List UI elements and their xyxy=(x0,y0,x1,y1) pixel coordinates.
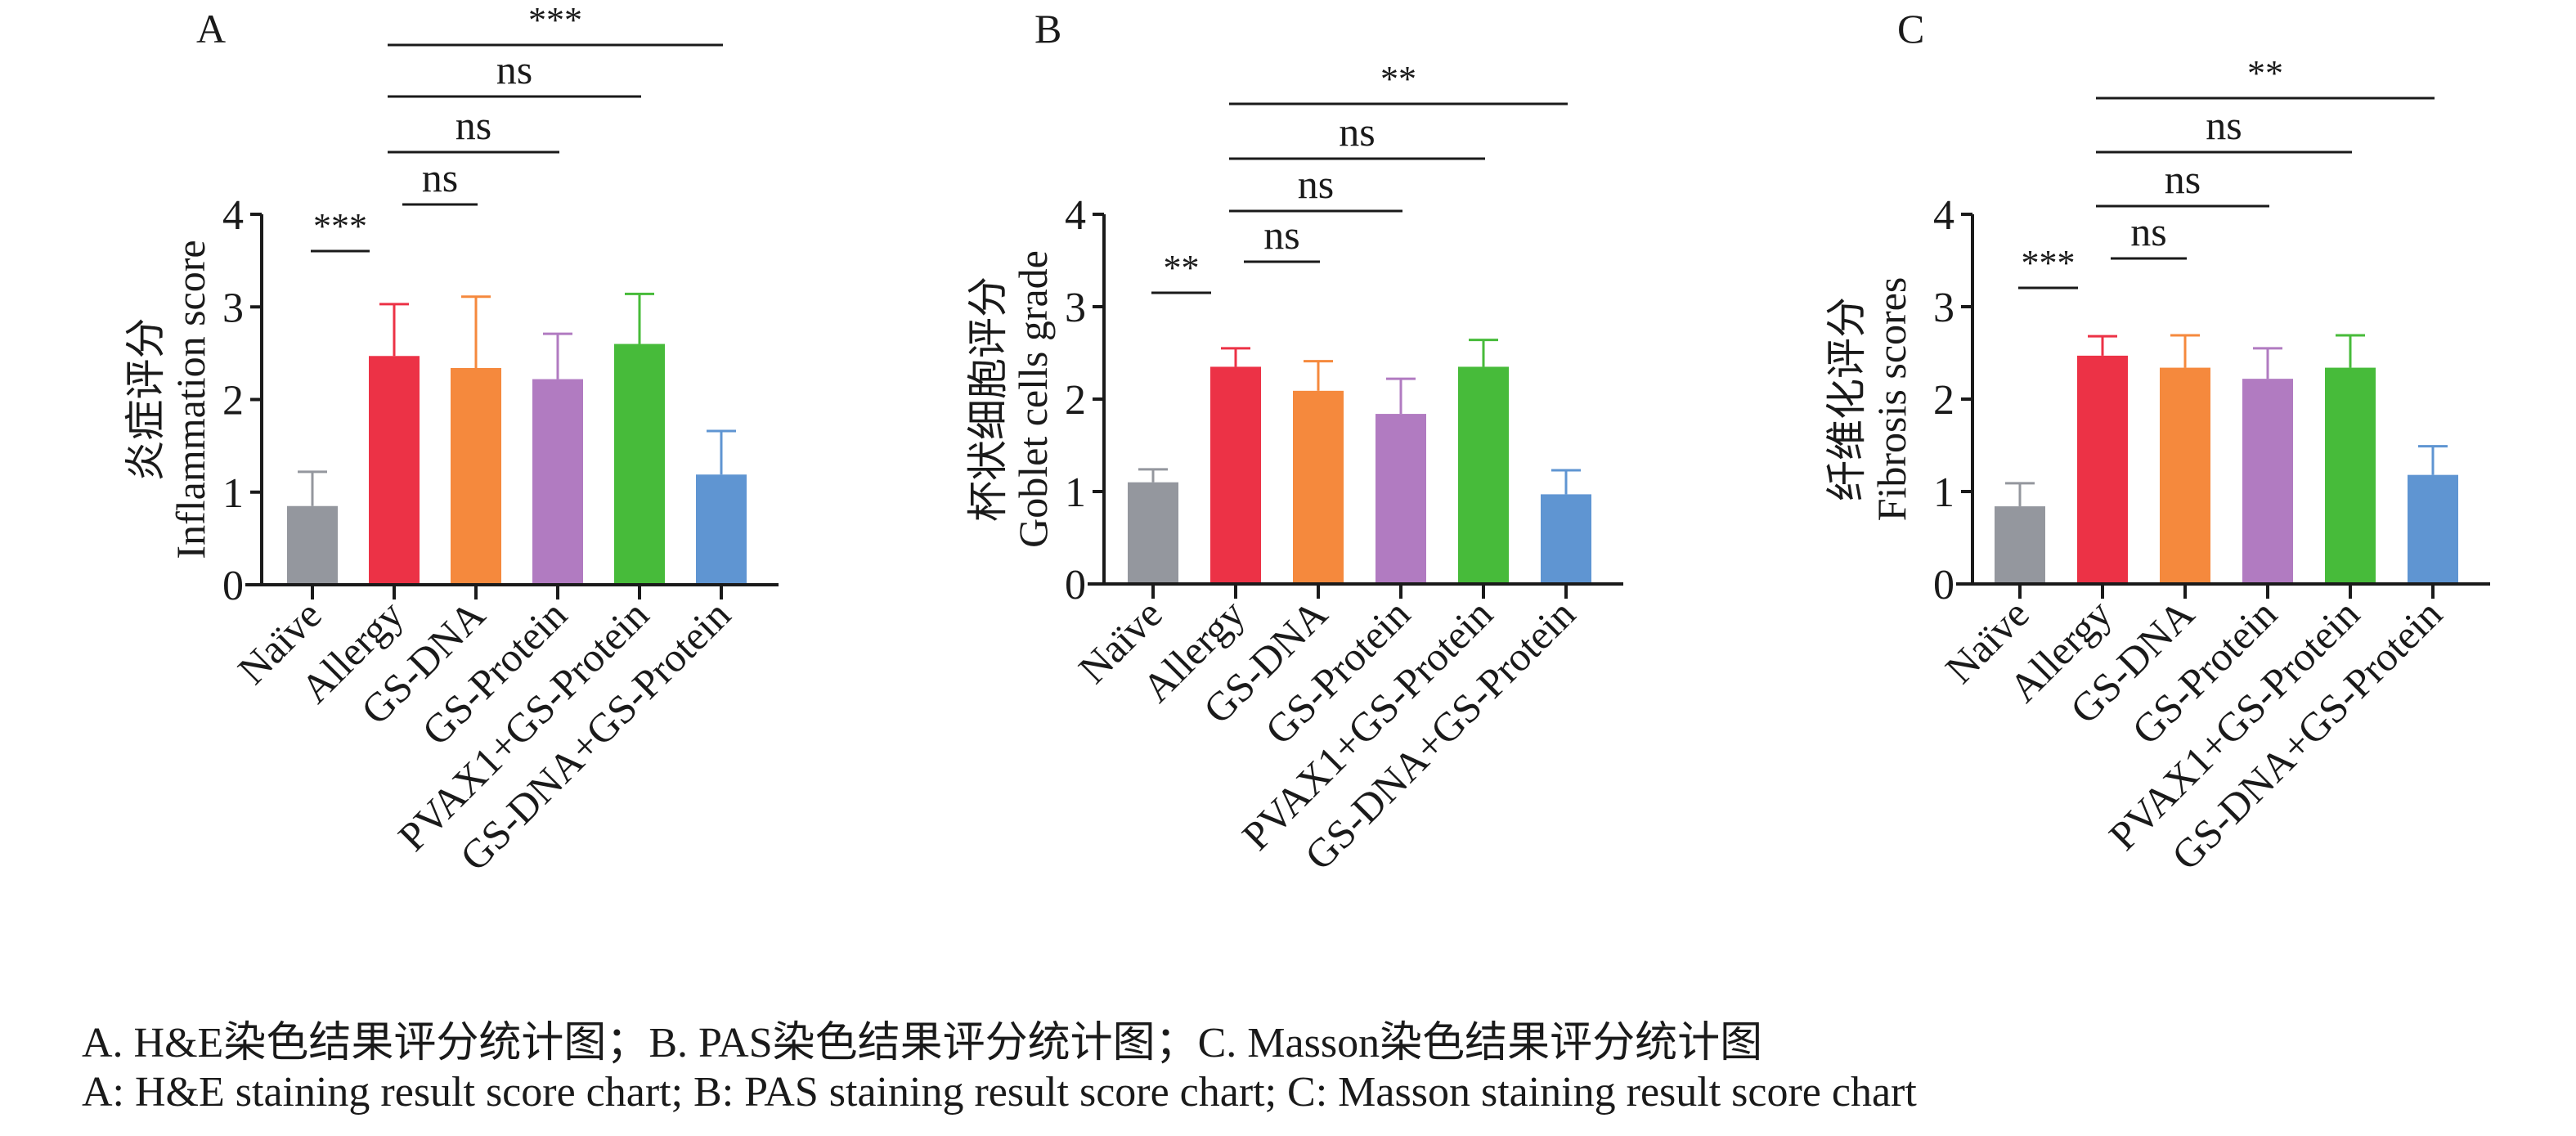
bar xyxy=(532,379,583,583)
y-axis-title-chinese: 炎症评分 xyxy=(123,318,168,482)
y-axis-title-chinese: 纤维化评分 xyxy=(1824,297,1869,501)
significance-label: ns xyxy=(2130,209,2166,254)
y-tick-label: 4 xyxy=(1065,192,1086,239)
y-axis-title-english: Fibrosis scores xyxy=(1869,277,1914,522)
significance-label: *** xyxy=(528,0,582,40)
bar xyxy=(614,343,665,583)
significance-label: ** xyxy=(2247,53,2283,93)
bar xyxy=(696,474,747,583)
y-tick-label: 1 xyxy=(1065,469,1086,516)
panel-label: A xyxy=(196,6,226,52)
significance-label: ns xyxy=(2206,102,2242,148)
significance-label: *** xyxy=(313,206,367,246)
significance-label: ns xyxy=(2165,156,2201,202)
y-tick-label: 4 xyxy=(1933,192,1954,239)
bar xyxy=(1995,506,2045,582)
bar xyxy=(287,505,338,583)
y-tick-label: 3 xyxy=(1065,285,1086,331)
y-tick-label: 4 xyxy=(222,192,244,239)
bar xyxy=(2160,367,2210,582)
bar xyxy=(1541,494,1591,582)
significance-label: ns xyxy=(1339,109,1375,155)
y-tick-label: 3 xyxy=(1933,285,1954,331)
y-tick-label: 1 xyxy=(1933,469,1954,516)
y-axis-title-chinese: 杯状细胞评分 xyxy=(965,276,1011,522)
y-tick-label: 2 xyxy=(222,378,244,424)
significance-label: ns xyxy=(456,102,491,148)
y-axis-title-english: Goblet cells grade xyxy=(1010,250,1056,548)
y-tick-label: 0 xyxy=(1933,562,1954,608)
bar xyxy=(2325,367,2376,582)
bar xyxy=(2242,379,2293,582)
bar xyxy=(369,356,420,583)
bar xyxy=(1210,366,1261,582)
y-tick-label: 2 xyxy=(1065,377,1086,424)
y-axis-title-english: Inflammation score xyxy=(168,240,213,559)
bar xyxy=(1458,366,1509,582)
bar xyxy=(1376,414,1426,582)
significance-label: ns xyxy=(422,155,458,200)
y-tick-label: 3 xyxy=(222,285,244,331)
y-tick-label: 2 xyxy=(1933,377,1954,424)
panel-label: C xyxy=(1897,6,1924,52)
significance-label: ns xyxy=(1263,212,1299,258)
significance-label: ** xyxy=(1164,248,1200,288)
caption-english: A: H&E staining result score chart; B: P… xyxy=(82,1069,1917,1116)
bar xyxy=(2077,355,2128,582)
panel-label: B xyxy=(1034,6,1061,52)
bar xyxy=(1128,482,1178,582)
bar xyxy=(1293,390,1344,582)
significance-label: ns xyxy=(1298,161,1334,207)
significance-label: ns xyxy=(496,47,532,92)
significance-label: *** xyxy=(2022,243,2076,283)
y-tick-label: 1 xyxy=(222,470,244,517)
caption-chinese: A. H&E染色结果评分统计图；B. PAS染色结果评分统计图；C. Masso… xyxy=(82,1020,1763,1066)
bar xyxy=(451,367,501,583)
bar xyxy=(2408,474,2458,582)
significance-label: ** xyxy=(1380,59,1416,99)
y-tick-label: 0 xyxy=(222,563,244,609)
y-tick-label: 0 xyxy=(1065,562,1086,608)
